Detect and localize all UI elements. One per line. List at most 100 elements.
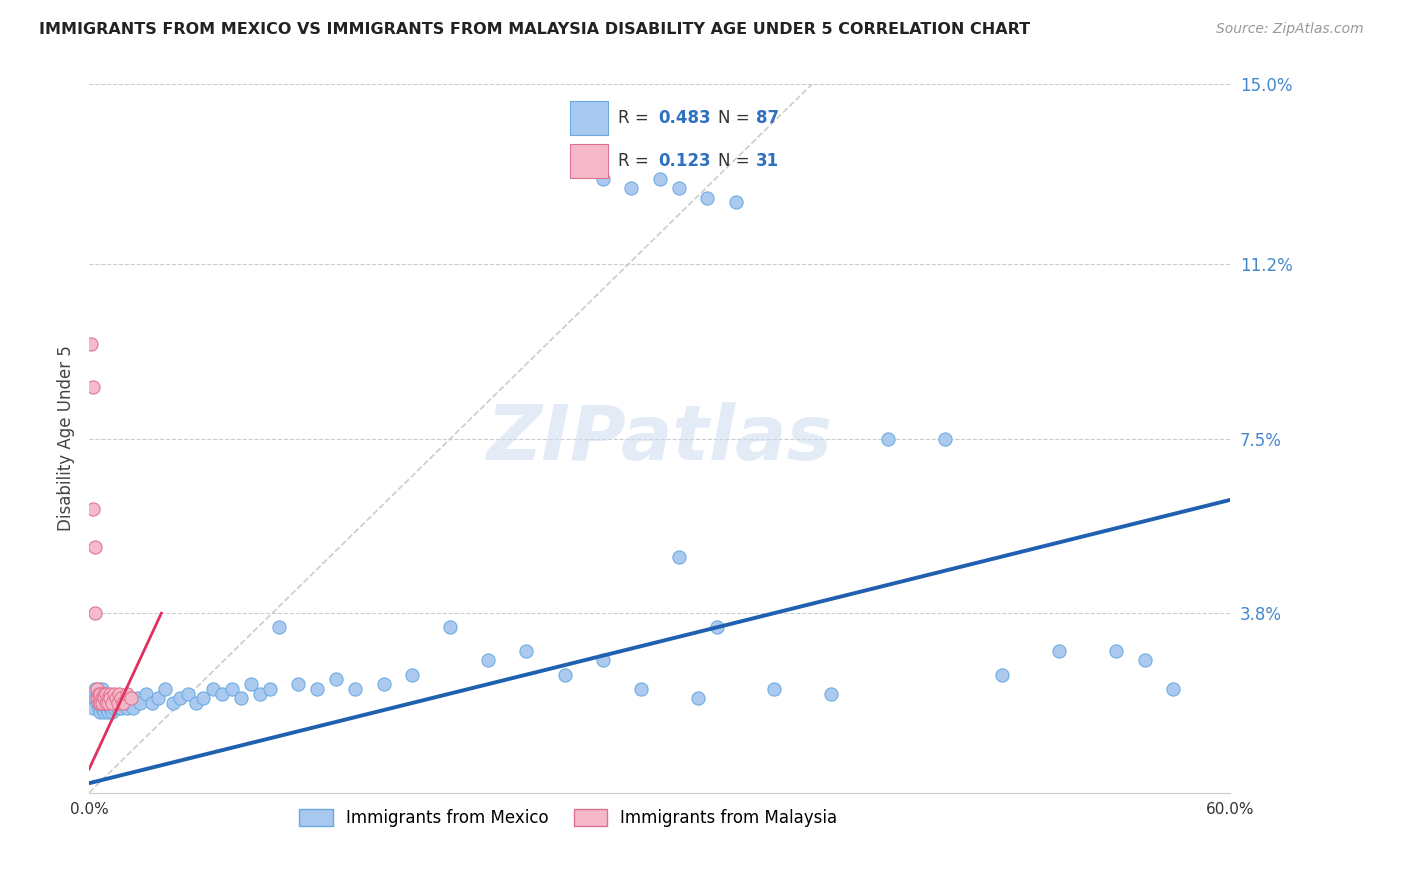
Point [373, 677, 395, 691]
Point [91, 691, 114, 706]
Point [86, 681, 108, 696]
Point [112, 691, 135, 706]
Point [98, 700, 121, 714]
Point [108, 696, 131, 710]
Point [146, 691, 169, 706]
Point [686, 691, 709, 706]
Point [86, 696, 108, 710]
Point [107, 696, 129, 710]
Point [87, 691, 110, 706]
Point [96, 691, 118, 706]
Point [93, 686, 115, 700]
Point [1105, 644, 1128, 658]
Point [87, 700, 110, 714]
Point [184, 696, 207, 710]
Point [114, 696, 136, 710]
Point [101, 696, 124, 710]
Point [89, 696, 111, 710]
Point [592, 653, 614, 667]
Point [89, 686, 111, 700]
Point [876, 432, 898, 446]
Point [515, 644, 537, 658]
Point [231, 691, 253, 706]
Point [91, 681, 114, 696]
Point [80, 337, 103, 351]
Point [83, 681, 105, 696]
Point [87, 691, 110, 706]
Point [89, 706, 111, 720]
Point [762, 681, 785, 696]
Point [86, 686, 108, 700]
Point [83, 606, 105, 620]
Point [93, 686, 115, 700]
Point [101, 696, 124, 710]
Point [101, 706, 124, 720]
Y-axis label: Disability Age Under 5: Disability Age Under 5 [58, 345, 75, 532]
Point [169, 691, 191, 706]
Text: ZIPatlas: ZIPatlas [486, 401, 832, 475]
Point [211, 686, 233, 700]
Point [103, 686, 125, 700]
Point [97, 706, 120, 720]
Point [820, 686, 842, 700]
Point [120, 696, 142, 710]
Point [121, 700, 143, 714]
Point [1161, 681, 1184, 696]
Point [439, 620, 461, 634]
Point [103, 691, 125, 706]
Point [87, 681, 110, 696]
Point [706, 620, 728, 634]
Point [82, 502, 104, 516]
Legend: Immigrants from Mexico, Immigrants from Malaysia: Immigrants from Mexico, Immigrants from … [292, 803, 844, 834]
Point [259, 681, 281, 696]
Point [307, 681, 329, 696]
Point [93, 696, 115, 710]
Point [96, 700, 118, 714]
Point [201, 681, 224, 696]
Point [162, 696, 184, 710]
Point [141, 696, 163, 710]
Point [107, 700, 129, 714]
Point [98, 691, 121, 706]
Point [553, 667, 575, 681]
Point [991, 667, 1014, 681]
Point [96, 686, 118, 700]
Point [98, 686, 121, 700]
Point [724, 195, 747, 210]
Point [344, 681, 367, 696]
Point [115, 686, 138, 700]
Point [934, 432, 956, 446]
Point [620, 181, 643, 195]
Point [93, 706, 115, 720]
Point [120, 691, 142, 706]
Point [648, 172, 671, 186]
Point [97, 696, 120, 710]
Point [1133, 653, 1156, 667]
Point [269, 620, 291, 634]
Point [193, 691, 215, 706]
Point [97, 696, 120, 710]
Point [135, 686, 157, 700]
Point [129, 696, 152, 710]
Point [107, 691, 129, 706]
Point [325, 673, 347, 687]
Point [103, 700, 125, 714]
Text: IMMIGRANTS FROM MEXICO VS IMMIGRANTS FROM MALAYSIA DISABILITY AGE UNDER 5 CORREL: IMMIGRANTS FROM MEXICO VS IMMIGRANTS FRO… [39, 22, 1031, 37]
Point [249, 686, 271, 700]
Point [630, 681, 652, 696]
Point [83, 540, 105, 554]
Point [477, 653, 499, 667]
Text: Source: ZipAtlas.com: Source: ZipAtlas.com [1216, 22, 1364, 37]
Point [87, 686, 110, 700]
Point [668, 549, 690, 564]
Point [112, 696, 135, 710]
Point [93, 691, 115, 706]
Point [86, 691, 108, 706]
Point [153, 681, 176, 696]
Point [125, 691, 148, 706]
Point [118, 691, 141, 706]
Point [98, 691, 121, 706]
Point [104, 696, 127, 710]
Point [82, 700, 104, 714]
Point [221, 681, 243, 696]
